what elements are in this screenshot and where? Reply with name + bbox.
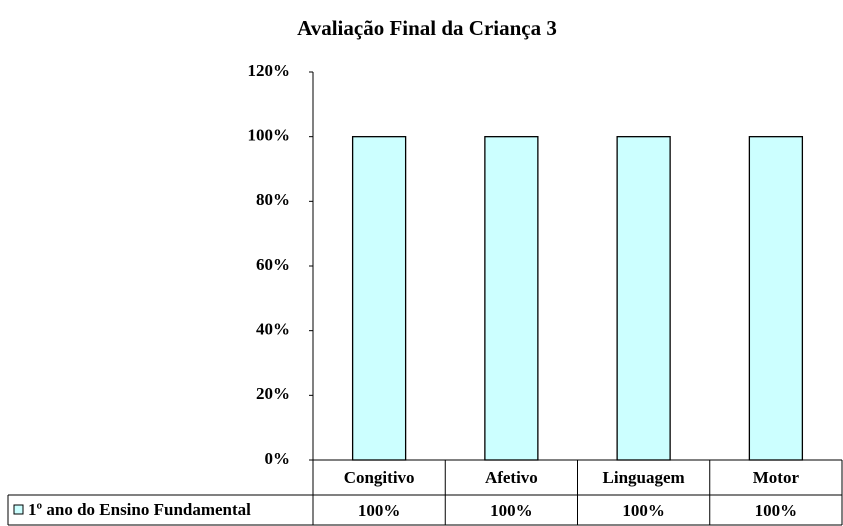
data-label: 100%	[358, 501, 401, 520]
y-tick-label: 100%	[248, 126, 291, 145]
y-tick-label: 0%	[265, 449, 291, 468]
bar	[748, 136, 804, 461]
y-tick-label: 40%	[256, 320, 290, 339]
y-tick-label: 60%	[256, 255, 290, 274]
x-tick-label: Congitivo	[344, 468, 415, 487]
bar	[616, 136, 671, 461]
chart-title: Avaliação Final da Criança 3	[297, 16, 557, 40]
legend-label: 1º ano do Ensino Fundamental	[28, 500, 251, 519]
data-label: 100%	[755, 501, 798, 520]
x-tick-label: Afetivo	[485, 468, 538, 487]
y-tick-label: 120%	[248, 61, 291, 80]
legend-swatch	[13, 504, 24, 515]
x-tick-label: Linguagem	[603, 468, 685, 487]
bar	[351, 136, 407, 461]
x-tick-label: Motor	[753, 468, 800, 487]
bar	[484, 136, 539, 461]
y-tick-label: 80%	[256, 190, 290, 209]
data-label: 100%	[490, 501, 533, 520]
data-label: 100%	[622, 501, 665, 520]
y-tick-label: 20%	[256, 384, 290, 403]
